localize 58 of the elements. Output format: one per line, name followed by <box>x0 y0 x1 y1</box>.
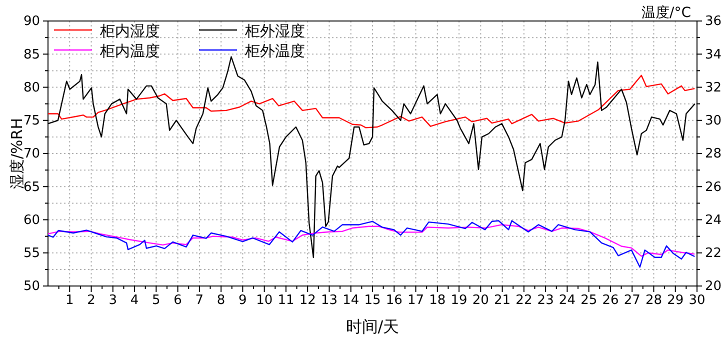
x-tick-label: 30 <box>688 293 706 308</box>
y2-tick-label: 30 <box>705 114 722 129</box>
x-tick-label: 20 <box>472 293 489 308</box>
x-tick-label: 24 <box>558 293 576 308</box>
x-tick-label: 5 <box>152 293 160 308</box>
line-series <box>47 74 696 128</box>
x-tick-label: 28 <box>645 293 662 308</box>
y2-tick-label: 20 <box>705 279 722 294</box>
x-tick-label: 18 <box>429 293 446 308</box>
y2-tick-label: 32 <box>705 80 722 96</box>
x-tick-label: 9 <box>238 293 247 308</box>
x-tick-label: 3 <box>108 293 118 308</box>
x-tick-label: 7 <box>195 293 204 308</box>
legend-label: 柜内温度 <box>99 42 160 60</box>
y2-tick-label: 28 <box>705 146 722 162</box>
x-tick-label: 2 <box>87 293 96 308</box>
x-tick-label: 17 <box>407 293 424 308</box>
x-tick-label: 22 <box>516 293 532 308</box>
y2-tick-label: 26 <box>705 180 722 195</box>
x-tick-label: 29 <box>667 293 684 308</box>
y2-tick-label: 36 <box>705 14 722 30</box>
x-tick-label: 15 <box>364 293 381 308</box>
y-tick-label: 55 <box>23 246 40 262</box>
x-tick-label: 21 <box>494 293 511 308</box>
y-tick-label: 80 <box>23 80 40 96</box>
x-tick-label: 13 <box>320 293 338 308</box>
y-tick-label: 75 <box>23 114 40 129</box>
y2-tick-label: 22 <box>705 246 722 262</box>
x-tick-label: 8 <box>216 293 226 308</box>
x-tick-label: 26 <box>602 293 619 308</box>
line-series <box>47 224 696 257</box>
legend-label: 柜内湿度 <box>99 22 160 40</box>
y2-axis-title: 温度/°C <box>642 5 692 21</box>
y-tick-label: 70 <box>23 146 40 162</box>
x-tick-label: 11 <box>278 293 294 308</box>
x-tick-label: 12 <box>299 293 316 308</box>
y2-tick-label: 24 <box>705 212 722 228</box>
y-tick-label: 50 <box>23 279 40 294</box>
x-tick-label: 4 <box>130 293 139 308</box>
x-tick-label: 1 <box>65 293 74 308</box>
x-tick-label: 16 <box>386 293 402 308</box>
x-axis-title: 时间/天 <box>346 317 400 336</box>
y-tick-label: 65 <box>23 180 40 195</box>
y2-tick-label: 34 <box>705 47 722 62</box>
x-tick-label: 6 <box>174 293 182 308</box>
legend-label: 柜外温度 <box>244 42 305 60</box>
x-tick-label: 23 <box>537 293 554 308</box>
x-tick-label: 19 <box>450 293 468 308</box>
x-tick-label: 10 <box>256 293 273 308</box>
y-tick-label: 90 <box>23 14 40 30</box>
legend-label: 柜外湿度 <box>244 22 305 40</box>
x-tick-label: 14 <box>342 293 360 308</box>
y-axis-title: 湿度/%RH <box>8 118 26 190</box>
x-tick-label: 25 <box>580 293 598 308</box>
x-tick-label: 27 <box>624 293 640 308</box>
line-series <box>47 220 696 268</box>
y-tick-label: 85 <box>23 47 40 62</box>
y-tick-label: 60 <box>23 212 40 228</box>
